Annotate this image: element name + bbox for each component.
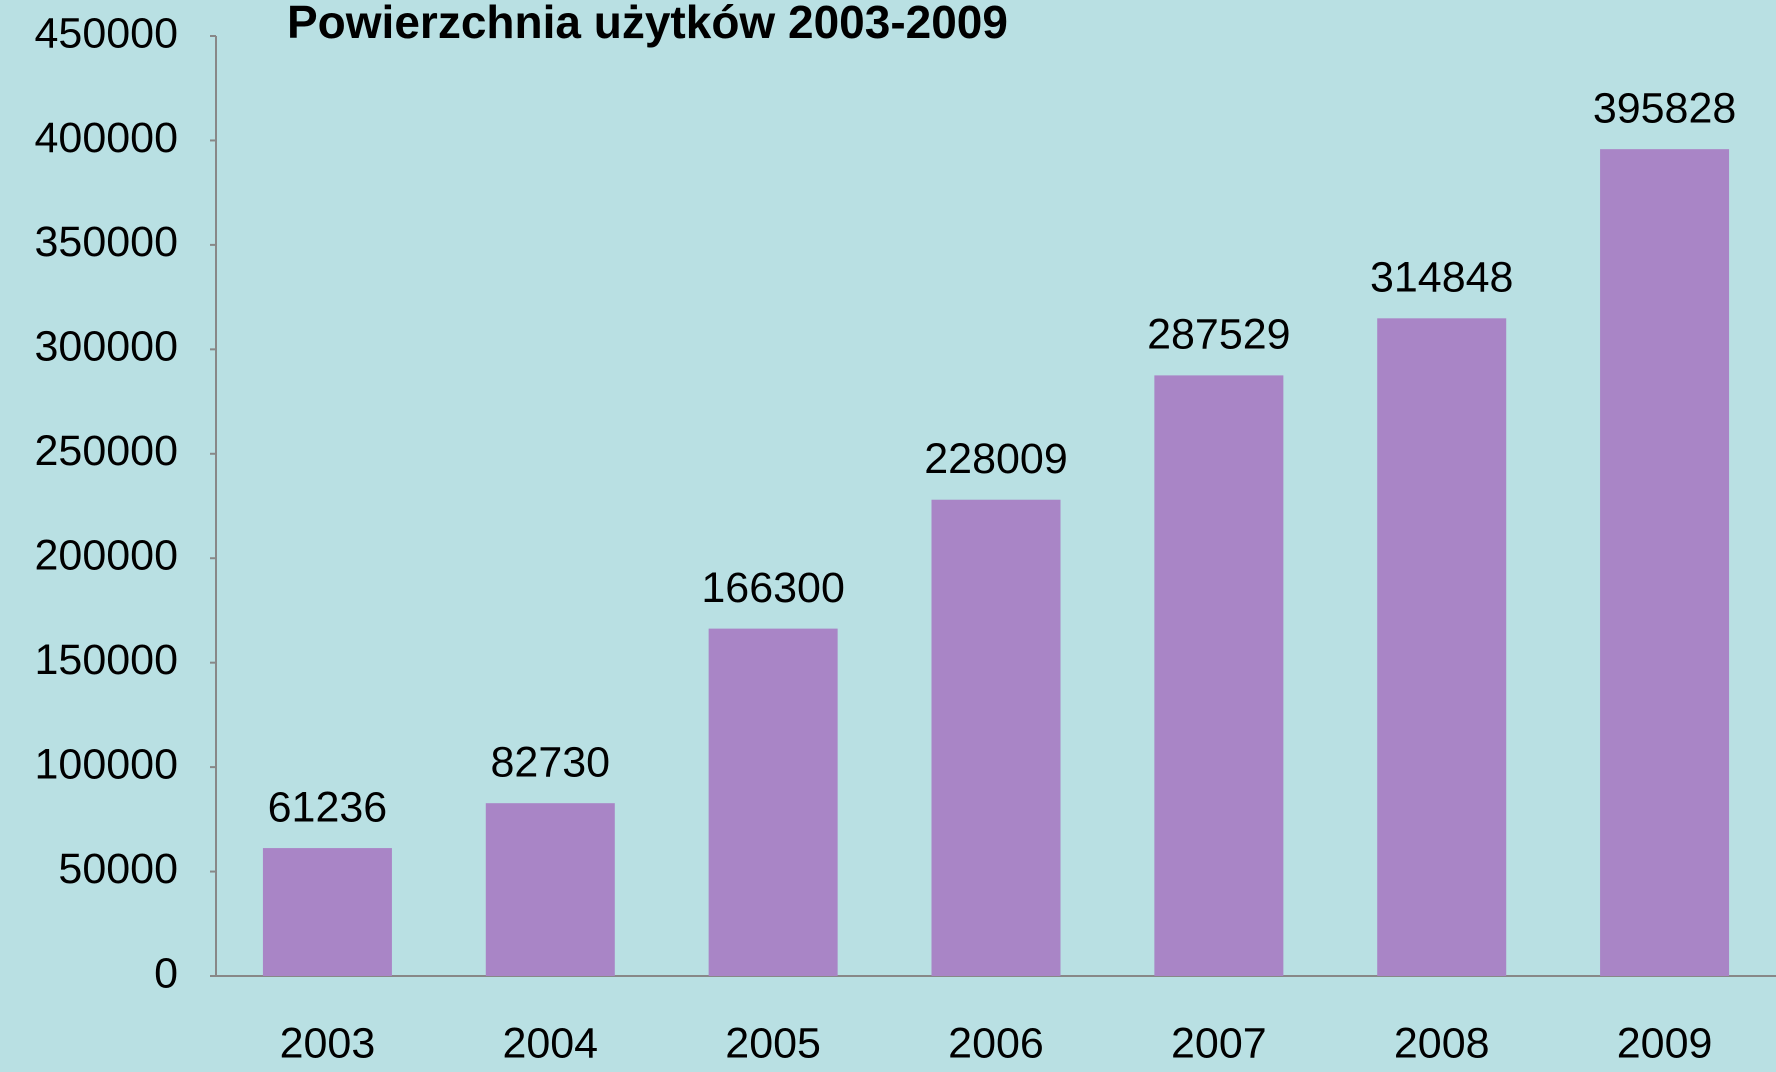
y-tick-label: 100000: [35, 740, 179, 788]
bar: [1377, 318, 1507, 976]
x-tick-label: 2008: [1394, 1019, 1490, 1067]
y-tick-label: 400000: [35, 114, 179, 162]
data-label: 61236: [268, 783, 388, 831]
chart-title: Powierzchnia użytków 2003-2009: [287, 0, 1008, 48]
data-label: 82730: [490, 739, 610, 787]
y-tick-label: 0: [154, 949, 178, 997]
x-tick-label: 2003: [280, 1019, 376, 1067]
x-tick-label: 2009: [1617, 1019, 1713, 1067]
x-tick-label: 2004: [502, 1019, 598, 1067]
data-label: 166300: [701, 564, 845, 612]
x-tick-label: 2006: [948, 1019, 1044, 1067]
bar: [262, 848, 392, 976]
bar: [485, 803, 615, 976]
y-tick-label: 450000: [35, 9, 179, 57]
data-label: 228009: [924, 435, 1068, 483]
data-label: 314848: [1370, 254, 1514, 302]
x-tick-label: 2005: [725, 1019, 821, 1067]
bar: [931, 499, 1061, 976]
y-tick-label: 300000: [35, 323, 179, 371]
data-label: 395828: [1593, 85, 1737, 133]
y-tick-label: 200000: [35, 532, 179, 580]
y-tick-label: 150000: [35, 636, 179, 684]
y-tick-label: 250000: [35, 427, 179, 475]
bar: [1154, 375, 1284, 976]
bar: [1600, 149, 1730, 976]
y-tick-label: 50000: [58, 845, 178, 893]
y-tick-label: 350000: [35, 218, 179, 266]
bar: [708, 628, 838, 976]
x-tick-label: 2007: [1171, 1019, 1267, 1067]
data-label: 287529: [1147, 311, 1291, 359]
